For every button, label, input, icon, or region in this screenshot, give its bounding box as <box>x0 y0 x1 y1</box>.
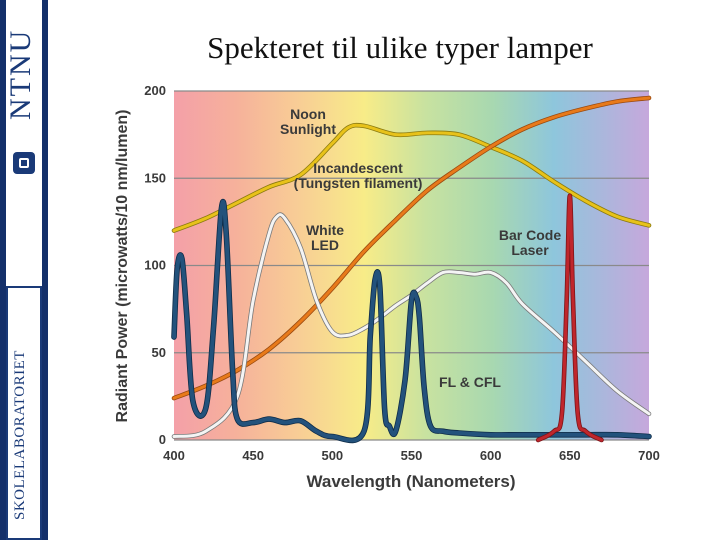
series-line-0 <box>172 123 651 233</box>
x-tick-label-2: 500 <box>321 448 343 463</box>
annotation-3: (Tungsten filament) <box>294 175 423 191</box>
slide-title: Spekteret til ulike typer lamper <box>207 30 593 65</box>
annotation-5: LED <box>311 237 339 253</box>
x-tick-label-5: 650 <box>559 448 581 463</box>
section-label: SKOLELABORATORIET <box>12 350 28 520</box>
annotation-0: Noon <box>290 106 326 122</box>
x-tick-label-4: 600 <box>480 448 502 463</box>
y-tick-label-4: 200 <box>144 83 166 98</box>
y-tick-label-0: 0 <box>159 432 166 447</box>
annotation-4: White <box>306 222 344 238</box>
annotation-2: Incandescent <box>313 160 403 176</box>
sidebar: NTNU SKOLELABORATORIET <box>0 0 48 540</box>
series-line-2 <box>172 213 651 439</box>
annotation-6: Bar Code <box>499 227 561 243</box>
annotation-7: Laser <box>511 242 549 258</box>
ntnu-logo-text: NTNU <box>4 28 37 120</box>
tick-labels: 0 50 100 150 200 400 450 500 550 600 650 700 <box>144 83 660 463</box>
x-tick-label-1: 450 <box>242 448 264 463</box>
section-box <box>6 286 42 540</box>
annotation-1: Sunlight <box>280 121 336 137</box>
y-axis-label: Radiant Power (microwatts/10 nm/lumen) <box>114 110 131 423</box>
series-line-1 <box>172 96 651 400</box>
spectrum-chart: 0 50 100 150 200 400 450 500 550 600 650 700 NoonSu… <box>114 83 660 491</box>
y-tick-label-3: 150 <box>144 170 166 185</box>
y-tick-label-1: 50 <box>152 345 166 360</box>
series-group <box>171 95 652 444</box>
y-tick-label-2: 100 <box>144 258 166 273</box>
series-line-3 <box>172 199 651 443</box>
series-line-4 <box>536 194 603 442</box>
annotation-8: FL & CFL <box>439 374 501 390</box>
x-tick-label-0: 400 <box>163 448 185 463</box>
x-tick-label-6: 700 <box>638 448 660 463</box>
ntnu-logo-icon <box>13 152 35 174</box>
x-tick-label-3: 550 <box>401 448 423 463</box>
x-axis-label: Wavelength (Nanometers) <box>306 472 515 491</box>
